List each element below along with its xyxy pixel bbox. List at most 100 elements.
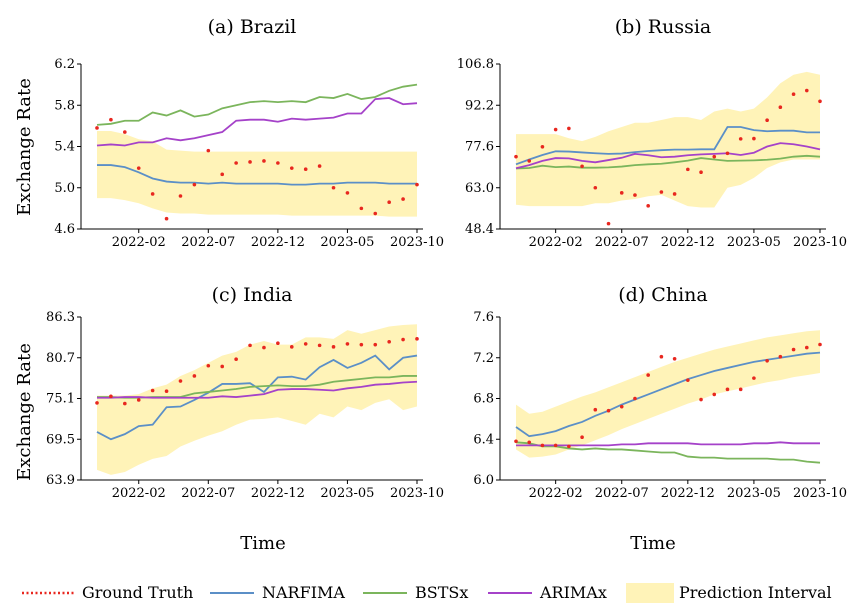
ground-truth-point [359, 342, 364, 347]
ground-truth-point [553, 443, 558, 448]
panel--d--china: (d) China 7.6 7.2 6.8 6.4 6.0 2022-02 2022-07 20… [473, 284, 847, 501]
ground-truth-point [527, 159, 532, 163]
x-tick-label: 2022-07 [595, 486, 649, 501]
ground-truth-point [686, 378, 690, 382]
panel-title: (c) India [212, 284, 293, 306]
x-axis-title: Time [240, 533, 285, 554]
y-tick-label: 75.1 [46, 392, 75, 407]
ground-truth-point [712, 154, 717, 159]
y-tick-label: 5.0 [54, 181, 75, 196]
legend-swatch-interval [626, 583, 674, 603]
ground-truth-point [123, 130, 127, 134]
series-narfima-line [96, 354, 418, 441]
prediction-interval-band [516, 71, 820, 208]
x-tick-label: 2022-02 [529, 486, 583, 501]
legend: Ground Truth NARFIMA BSTSx ARIMAx Prediction… [22, 583, 832, 603]
y-tick-label: 80.7 [46, 351, 75, 366]
ground-truth-point [136, 166, 141, 170]
y-tick-label: 48.4 [465, 222, 494, 237]
ground-truth-point [164, 216, 169, 221]
y-tick-label: 4.6 [54, 222, 75, 237]
ground-truth-point [359, 206, 364, 211]
ground-truth-point [289, 345, 294, 349]
ground-truth-point [220, 364, 225, 369]
series-arimax-line [516, 441, 820, 447]
legend-label: BSTSx [415, 583, 468, 602]
ground-truth-point [778, 105, 783, 110]
ground-truth-point [818, 342, 822, 347]
y-tick-label: 92.2 [465, 98, 494, 113]
ground-truth-point [765, 359, 769, 363]
panel-title: (a) Brazil [208, 16, 297, 38]
ground-truth-point [633, 396, 637, 401]
ground-truth-point [331, 185, 336, 190]
ground-truth-point [725, 151, 730, 156]
y-tick-label: 6.4 [473, 432, 494, 447]
x-tick-label: 2023-05 [727, 235, 781, 250]
ground-truth-point [136, 398, 141, 402]
ground-truth-point [765, 118, 769, 123]
legend-item: BSTSx [363, 583, 468, 602]
x-tick-label: 2022-12 [661, 486, 715, 501]
ground-truth-point [725, 387, 730, 392]
panel-title: (b) Russia [615, 16, 711, 38]
ground-truth-point [387, 200, 391, 204]
ground-truth-point [276, 161, 280, 165]
ground-truth-point [303, 167, 308, 171]
ground-truth-point [699, 397, 703, 402]
ground-truth-point [164, 389, 169, 394]
y-tick-label: 5.8 [54, 98, 75, 113]
ground-truth-point [804, 345, 809, 350]
series-narfima-line [97, 164, 417, 186]
ground-truth-point [818, 99, 822, 104]
ground-truth-point [109, 117, 113, 122]
x-tick-label: 2023-05 [320, 486, 374, 501]
x-tick-label: 2022-12 [251, 235, 305, 250]
ground-truth-point [699, 170, 703, 175]
ground-truth-point [248, 343, 252, 348]
ground-truth-point [540, 144, 545, 149]
ground-truth-point [514, 154, 518, 159]
ground-truth-point [672, 192, 677, 196]
ground-truth-point [178, 194, 183, 198]
y-axis-title: Exchange Rate [14, 78, 35, 216]
ground-truth-point [752, 376, 756, 380]
y-tick-label: 86.3 [46, 310, 75, 325]
ground-truth-point [619, 404, 624, 409]
ground-truth-point [95, 401, 99, 405]
ground-truth-point [387, 339, 391, 344]
series-bstsx-line [96, 83, 418, 126]
ground-truth-point [220, 172, 225, 177]
ground-truth-point [540, 443, 545, 448]
ground-truth-point [752, 136, 756, 141]
ground-truth-point [527, 440, 532, 445]
ground-truth-point [178, 379, 183, 383]
x-tick-label: 2022-07 [181, 486, 235, 501]
ground-truth-point [415, 337, 419, 341]
prediction-interval-band [516, 330, 820, 458]
y-tick-label: 77.6 [465, 140, 494, 155]
x-tick-label: 2022-07 [181, 235, 235, 250]
ground-truth-point [192, 182, 197, 187]
series-narfima-line [515, 351, 821, 438]
y-tick-label: 5.4 [54, 140, 75, 155]
ground-truth-point [289, 166, 294, 170]
y-tick-label: 106.8 [457, 57, 494, 72]
ground-truth-point [317, 164, 322, 168]
series-arimax-line [97, 380, 418, 399]
ground-truth-point [738, 137, 743, 141]
ground-truth-point [580, 435, 584, 440]
ground-truth-point [234, 357, 238, 362]
ground-truth-point [401, 337, 405, 342]
ground-truth-point [514, 439, 518, 444]
series-narfima-line [515, 126, 820, 166]
y-axis-title: Exchange Rate [14, 343, 35, 481]
ground-truth-point [95, 126, 99, 130]
legend-label: Prediction Interval [679, 583, 832, 602]
y-tick-label: 63.0 [465, 181, 494, 196]
x-tick-label: 2022-02 [529, 235, 583, 250]
ground-truth-point [619, 191, 624, 195]
series-arimax-line [515, 142, 821, 170]
legend-label: ARIMAx [539, 583, 607, 602]
ground-truth-point [262, 345, 266, 350]
